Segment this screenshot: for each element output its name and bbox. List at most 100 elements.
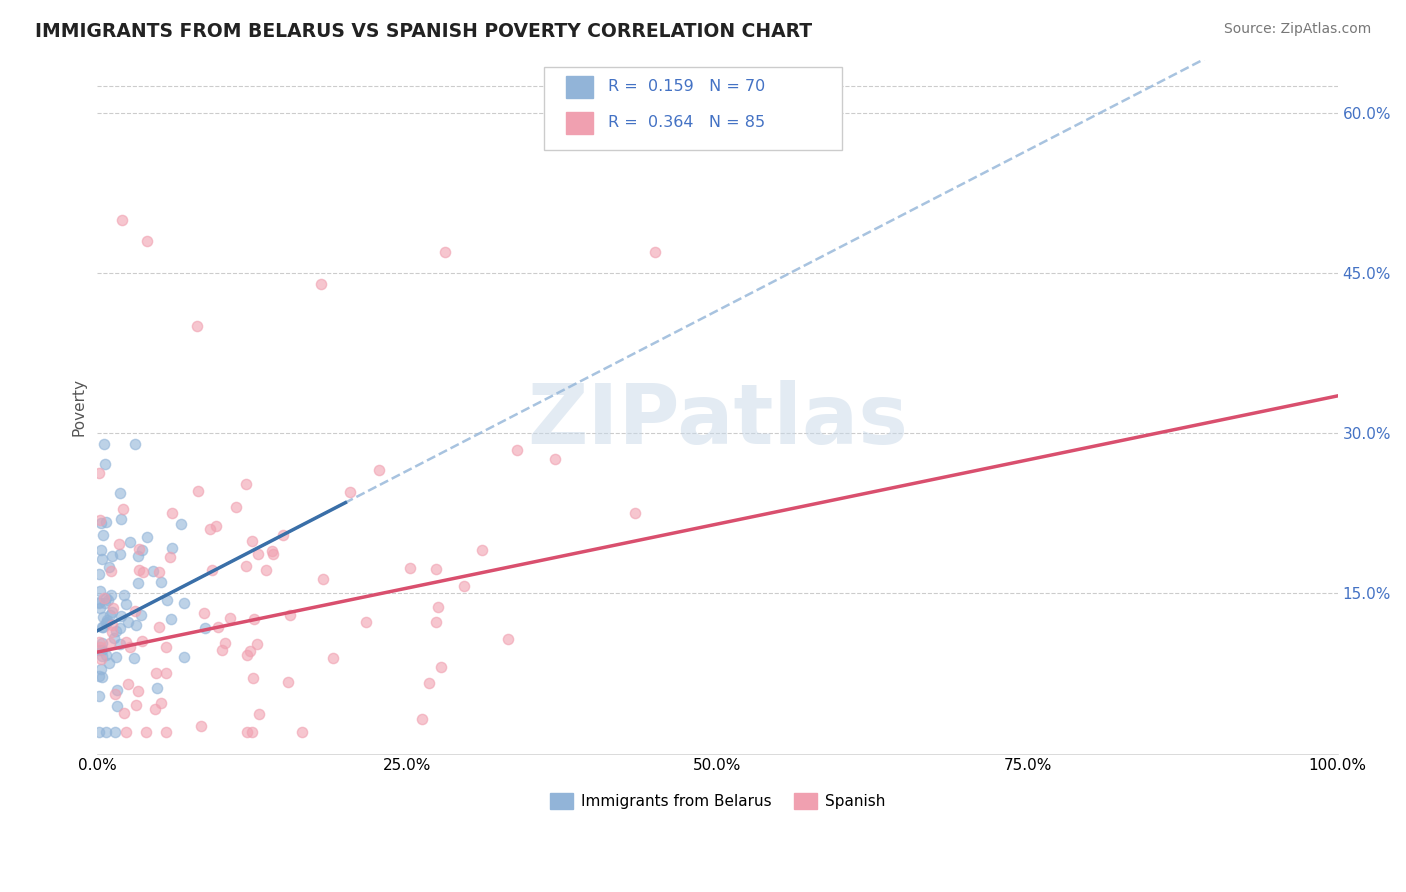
Point — [262, 543, 284, 558]
Point — [97, 560, 120, 574]
Point — [254, 563, 277, 577]
Point — [160, 612, 183, 626]
Point — [239, 644, 262, 658]
Point — [186, 319, 208, 334]
Point — [89, 584, 111, 599]
Point — [339, 485, 361, 500]
Point — [117, 677, 139, 691]
Point — [112, 502, 135, 516]
Point — [425, 615, 447, 629]
Point — [91, 528, 114, 542]
Point — [115, 635, 138, 649]
Point — [87, 689, 110, 703]
Point — [90, 652, 112, 666]
Point — [242, 671, 264, 685]
Point — [146, 681, 169, 696]
Point — [94, 616, 117, 631]
Point — [246, 637, 269, 651]
Point — [91, 551, 114, 566]
Point — [136, 530, 159, 544]
Point — [143, 702, 166, 716]
Point — [101, 618, 124, 632]
Point — [155, 665, 177, 680]
Point — [115, 725, 138, 739]
Point — [111, 212, 134, 227]
Point — [211, 643, 233, 657]
Point — [249, 706, 271, 721]
Point — [160, 506, 183, 520]
Point — [156, 592, 179, 607]
Point — [309, 277, 332, 291]
Point — [100, 636, 122, 650]
Point — [194, 621, 217, 635]
Point — [105, 683, 128, 698]
Point — [262, 547, 284, 561]
Point — [87, 467, 110, 481]
Point — [94, 596, 117, 610]
Point — [110, 512, 132, 526]
Point — [193, 606, 215, 620]
Point — [429, 660, 451, 674]
Point — [124, 437, 146, 451]
Point — [104, 725, 127, 739]
Point — [277, 675, 299, 690]
Point — [112, 588, 135, 602]
Point — [190, 719, 212, 733]
Point — [225, 500, 247, 514]
Point — [235, 559, 257, 574]
Point — [278, 608, 301, 623]
Point — [103, 600, 125, 615]
Point — [96, 648, 118, 662]
FancyBboxPatch shape — [567, 112, 593, 134]
Y-axis label: Poverty: Poverty — [72, 377, 86, 435]
Point — [108, 547, 131, 561]
Point — [91, 649, 114, 664]
Point — [94, 457, 117, 471]
Point — [98, 656, 121, 670]
Point — [87, 595, 110, 609]
Point — [148, 565, 170, 579]
Point — [87, 669, 110, 683]
Point — [90, 670, 112, 684]
Point — [104, 686, 127, 700]
Point — [91, 609, 114, 624]
Point — [103, 631, 125, 645]
Point — [96, 615, 118, 629]
Point — [108, 486, 131, 500]
Point — [173, 596, 195, 610]
Point — [155, 725, 177, 739]
Point — [135, 725, 157, 739]
Point — [90, 662, 112, 676]
Point — [471, 542, 494, 557]
Point — [89, 600, 111, 615]
Text: R =  0.364   N = 85: R = 0.364 N = 85 — [609, 115, 765, 130]
Point — [124, 650, 146, 665]
Point — [173, 650, 195, 665]
Point — [131, 543, 153, 558]
Point — [236, 648, 259, 662]
Point — [108, 621, 131, 635]
Point — [96, 591, 118, 605]
Point — [149, 574, 172, 589]
Point — [187, 484, 209, 499]
Point — [127, 549, 149, 564]
Point — [91, 620, 114, 634]
Point — [426, 599, 449, 614]
Point — [104, 650, 127, 665]
Point — [544, 451, 567, 466]
Point — [128, 541, 150, 556]
Point — [93, 437, 115, 451]
FancyBboxPatch shape — [567, 76, 593, 98]
Point — [87, 725, 110, 739]
Point — [118, 535, 141, 549]
Point — [91, 620, 114, 634]
Text: Source: ZipAtlas.com: Source: ZipAtlas.com — [1223, 22, 1371, 37]
Point — [112, 706, 135, 721]
Point — [271, 528, 294, 542]
Point — [240, 534, 263, 549]
Point — [132, 565, 155, 579]
Text: R =  0.159   N = 70: R = 0.159 N = 70 — [609, 79, 766, 95]
Point — [89, 513, 111, 527]
Point — [90, 636, 112, 650]
Point — [127, 576, 149, 591]
